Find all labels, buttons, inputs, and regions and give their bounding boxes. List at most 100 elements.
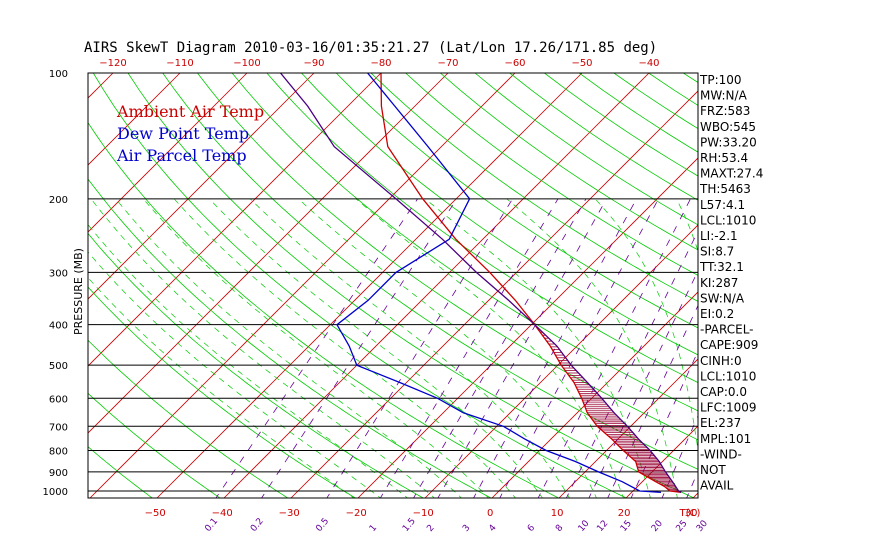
dry-adiabat-line	[88, 286, 357, 498]
moist-adiabat-line	[143, 198, 489, 498]
top-temp-tick-label: −60	[504, 58, 525, 69]
mixing-ratio-line	[379, 198, 559, 498]
stat-entry: SI:8.7	[700, 245, 734, 259]
stat-entry: LFC:1009	[700, 401, 757, 415]
bottom-temp-tick-label: −30	[279, 508, 300, 519]
mixing-ratio-label: 3	[461, 523, 472, 534]
parcel-temp-line	[279, 73, 682, 493]
isotherm-line	[223, 73, 650, 498]
moist-adiabat-line	[594, 198, 698, 453]
dry-adiabat-line	[822, 73, 870, 500]
mixing-ratio-label: 2	[425, 523, 436, 534]
bottom-temp-tick-label: −20	[346, 508, 367, 519]
moist-adiabat-line	[88, 224, 409, 498]
stat-entry: AVAIL	[700, 479, 734, 493]
dry-adiabat-line	[88, 121, 560, 498]
chart-title: AIRS SkewT Diagram 2010-03-16/01:35:21.2…	[84, 40, 657, 56]
stat-entry: SW:N/A	[700, 291, 745, 305]
dry-adiabat-line	[648, 73, 698, 106]
dry-adiabat-line	[787, 73, 870, 500]
stat-entry: WBO:545	[700, 120, 756, 134]
dew-point-line	[336, 73, 662, 494]
ambient-temp-line	[380, 73, 682, 494]
isotherm-line	[424, 224, 698, 498]
stat-entry: CAPE:909	[700, 338, 758, 352]
isotherm-line	[88, 73, 248, 233]
legend-air-parcel-temp: Air Parcel Temp	[116, 146, 247, 165]
mixing-ratio-label: 15	[619, 519, 634, 534]
isotherm-line	[156, 73, 583, 498]
stat-entry: MAXT:27.4	[700, 167, 763, 181]
dry-adiabat-line	[753, 73, 870, 500]
isotherm-line	[88, 73, 114, 99]
moist-adiabat-line	[173, 198, 516, 498]
dry-adiabat-line	[88, 339, 289, 498]
dry-adiabat-line	[88, 446, 153, 498]
pressure-tick-label: 300	[49, 268, 68, 279]
bottom-temp-tick-label: −40	[212, 508, 233, 519]
mixing-ratio-line	[413, 198, 587, 498]
pressure-tick-label: 600	[49, 394, 68, 405]
stat-entry: NOT	[700, 463, 726, 477]
top-temp-tick-label: −40	[638, 58, 659, 69]
bottom-temp-tick-label: −10	[413, 508, 434, 519]
pressure-tick-label: 900	[49, 468, 68, 479]
stat-entry: -WIND-	[700, 447, 742, 461]
dry-adiabat-line	[266, 73, 698, 384]
mixing-ratio-label: 4	[487, 523, 499, 534]
mixing-ratio-label: 0.2	[249, 517, 266, 534]
stat-entry: FRZ:583	[700, 104, 750, 118]
stat-entry: MPL:101	[700, 432, 751, 446]
mixing-ratio-label: 25	[675, 519, 690, 534]
moist-adiabat-line	[506, 198, 678, 498]
bottom-temp-tick-label: 0	[487, 508, 493, 519]
isotherm-line	[491, 291, 698, 498]
stat-entry: TP:100	[699, 73, 742, 87]
top-temp-tick-label: −100	[233, 58, 260, 69]
pressure-tick-label: 800	[49, 446, 68, 457]
moist-adiabat-line	[90, 198, 435, 498]
top-temp-tick-label: −120	[99, 58, 126, 69]
dry-adiabat-line	[88, 232, 425, 498]
y-axis-label: PRESSURE (MB)	[72, 248, 85, 335]
dry-adiabat-line	[88, 392, 221, 498]
stat-entry: CAP:0.0	[700, 385, 747, 399]
sounding-curves	[279, 73, 682, 494]
dry-adiabat-line	[370, 73, 698, 302]
mixing-ratio-line	[588, 269, 698, 498]
top-temp-tick-label: −90	[303, 58, 324, 69]
moist-adiabat-line	[88, 277, 355, 498]
grid-lines	[0, 73, 870, 500]
mixing-ratio-label: 1.5	[401, 517, 418, 534]
isotherm-line	[0, 73, 46, 500]
dry-adiabat-line	[0, 73, 19, 500]
dry-adiabat-line	[301, 73, 698, 356]
pressure-tick-label: 500	[49, 361, 68, 372]
stat-entry: -PARCEL-	[700, 323, 754, 337]
mixing-ratio-label: 30	[695, 519, 710, 534]
mixing-ratio-line	[261, 198, 458, 498]
stat-entry: LCL:1010	[700, 213, 756, 227]
dry-adiabat-line	[335, 73, 698, 329]
stat-entry: TH:5463	[699, 182, 751, 196]
pressure-tick-label: 700	[49, 422, 68, 433]
stat-entry: TT:32.1	[699, 260, 744, 274]
dry-adiabat-line	[162, 73, 698, 470]
stat-entry: LI:-2.1	[700, 229, 738, 243]
stat-entry: CINH:0	[700, 354, 742, 368]
pressure-tick-label: 400	[49, 321, 68, 332]
top-temp-tick-label: −70	[437, 58, 458, 69]
bottom-temp-tick-label: 30	[685, 508, 698, 519]
top-temp-tick-label: −50	[571, 58, 592, 69]
mixing-ratio-line	[499, 198, 659, 498]
isotherm-line	[88, 73, 181, 166]
stat-entry: L57:4.1	[700, 198, 745, 212]
top-temp-tick-label: −80	[370, 58, 391, 69]
dry-adiabat-line	[88, 178, 492, 498]
moist-adiabat-line	[355, 198, 624, 498]
stat-entry: EL:237	[700, 416, 741, 430]
x-axis-label: T(C)	[679, 508, 701, 519]
stat-entry: PW:33.20	[700, 135, 757, 149]
pressure-tick-label: 200	[49, 195, 68, 206]
